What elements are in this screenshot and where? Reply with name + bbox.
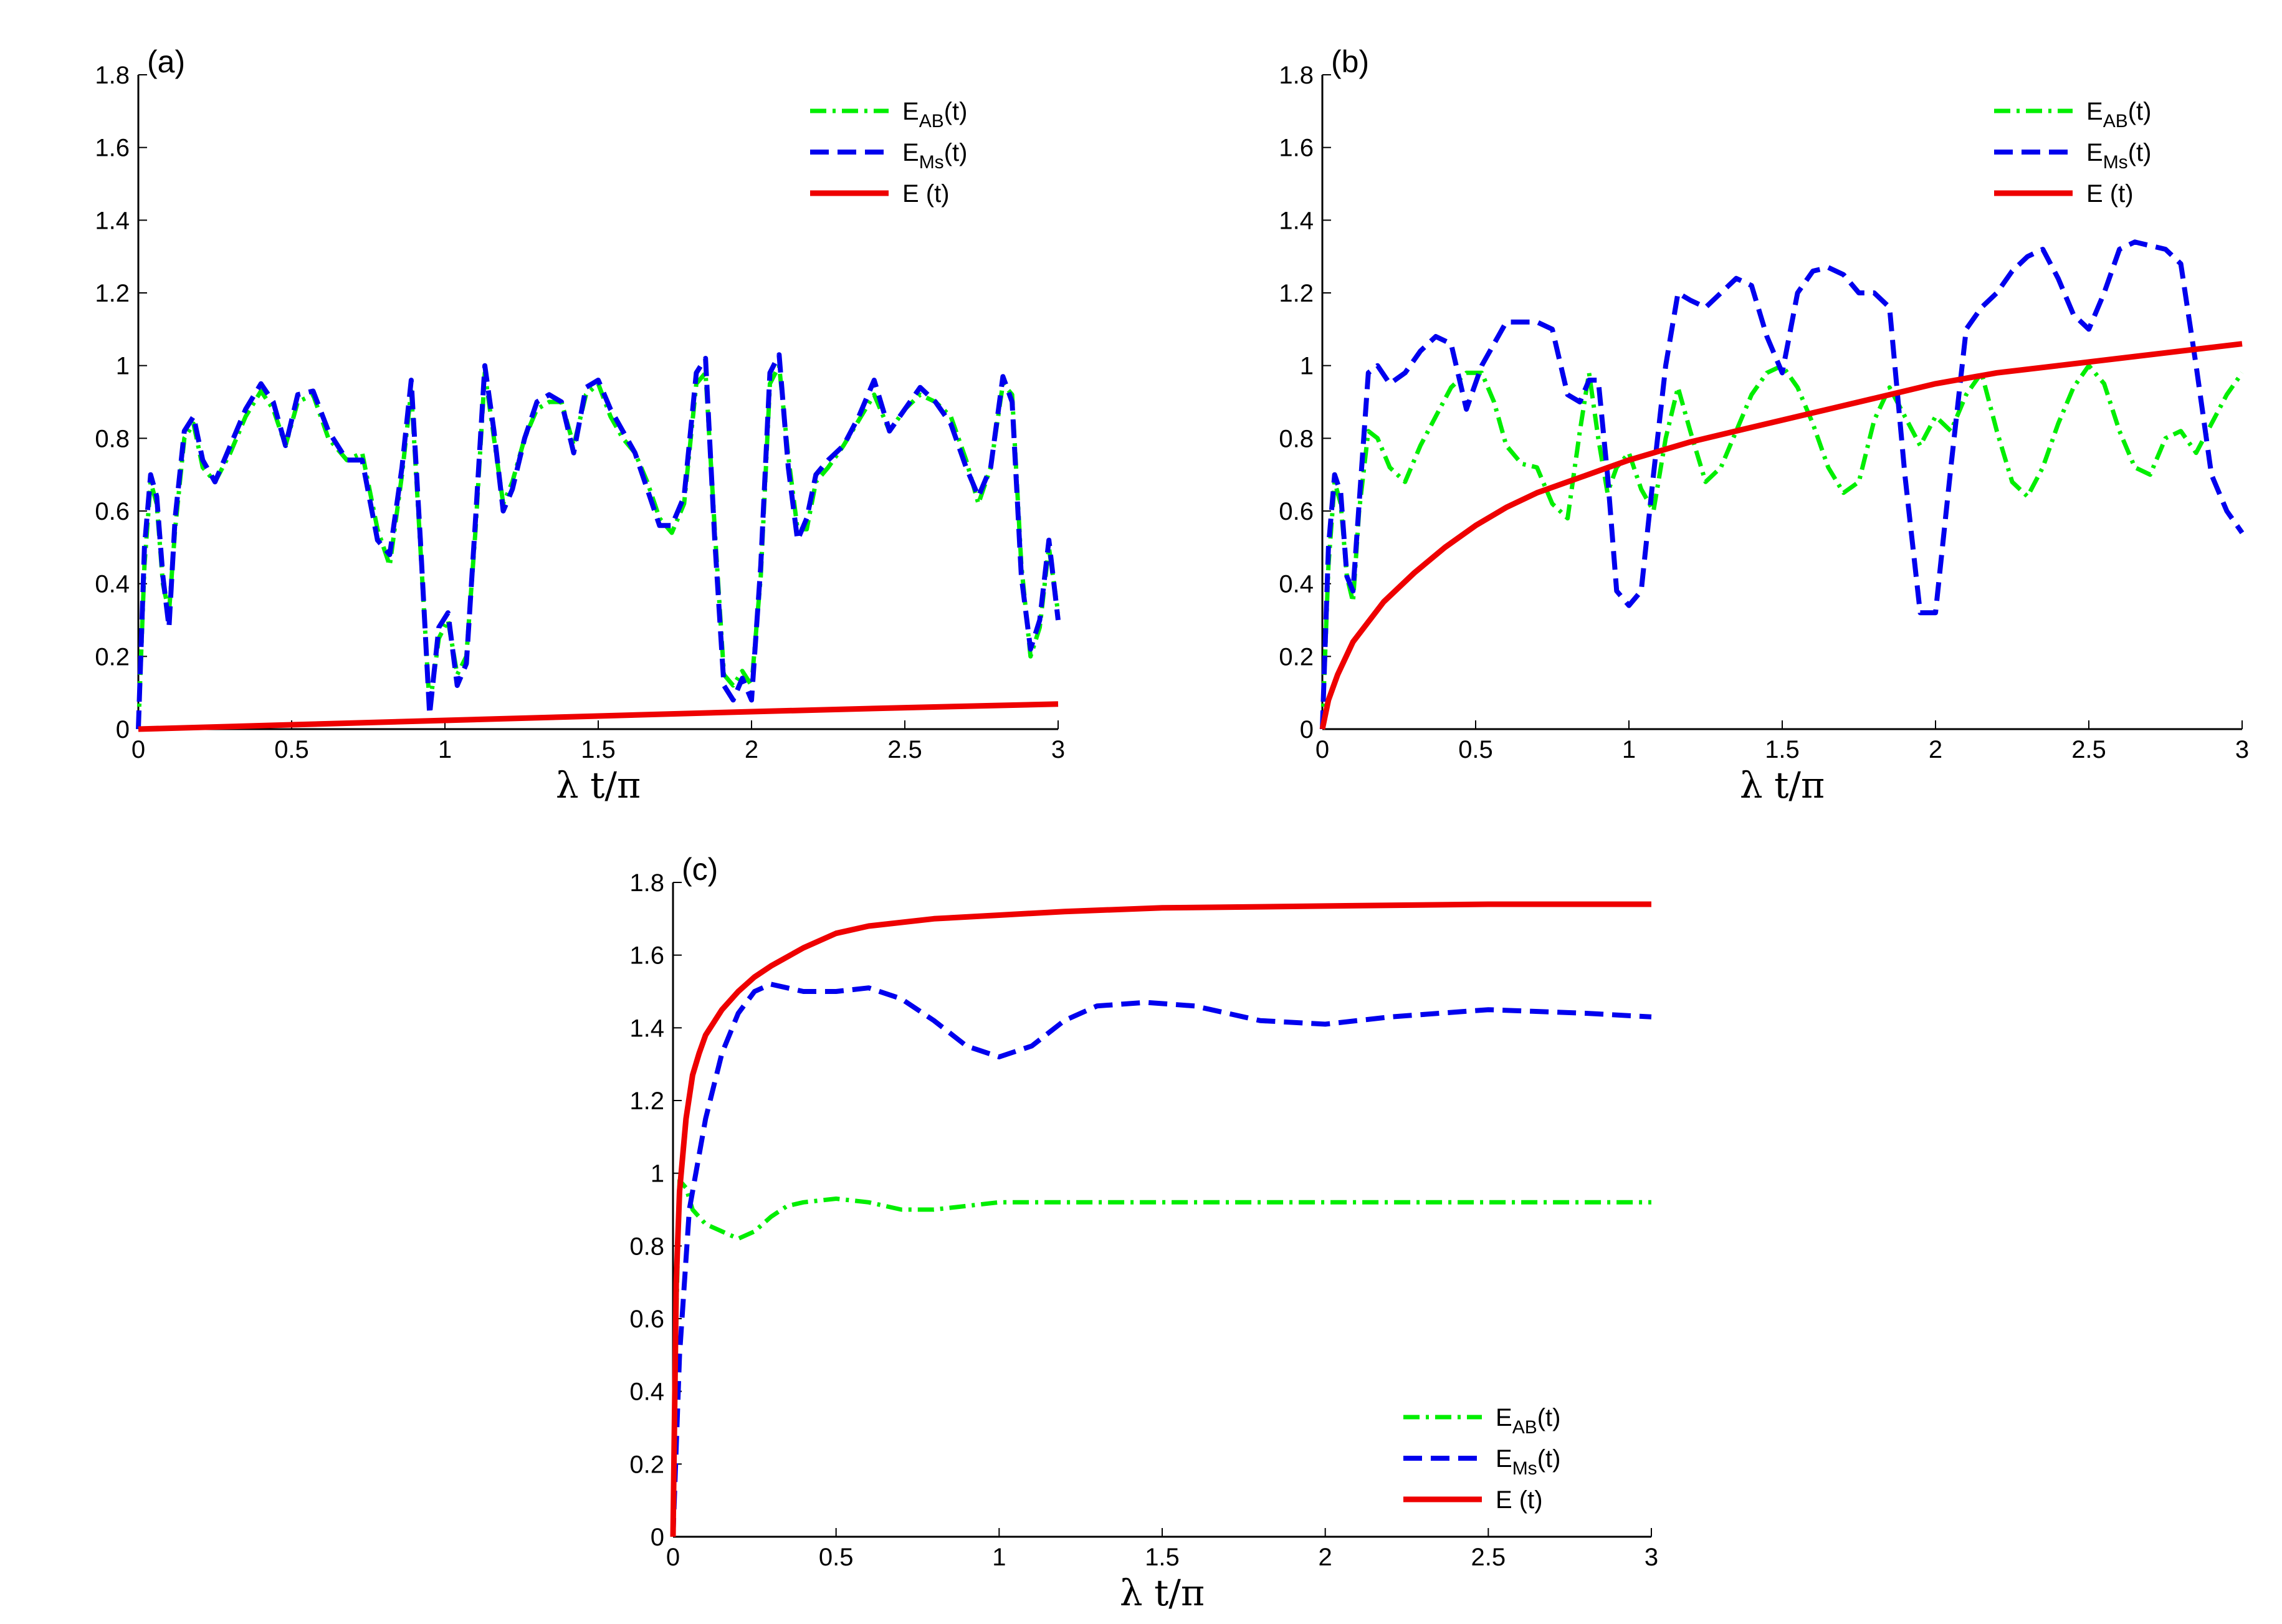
y-tick-label: 0 bbox=[651, 1524, 664, 1551]
y-tick-label: 0.6 bbox=[95, 498, 130, 525]
y-tick-label: 1.2 bbox=[95, 280, 130, 307]
panel-1: 0 0.5 1 1.5 2 2.5 3 0 0.2 0.4 0.6 0.8 1 1.2 1.4 1.6 1.8 λ… bbox=[1279, 44, 2249, 806]
y-tick-label: 1.2 bbox=[629, 1087, 664, 1115]
x-tick-label: 0.5 bbox=[819, 1544, 854, 1571]
x-tick-label: 2.5 bbox=[887, 736, 922, 763]
series-line-1 bbox=[1320, 239, 2245, 730]
series-line-0 bbox=[136, 363, 1061, 730]
series-line-0 bbox=[671, 1178, 1651, 1537]
y-tick-label: 0 bbox=[116, 716, 130, 743]
y-tick-label: 1.4 bbox=[629, 1015, 664, 1042]
x-tick-label: 0 bbox=[666, 1544, 680, 1571]
panel-0: 0 0.5 1 1.5 2 2.5 3 0 0.2 0.4 0.6 0.8 1 1.2 1.4 1.6 1.8 λ… bbox=[95, 44, 1065, 806]
x-tick-label: 1 bbox=[1622, 736, 1636, 763]
y-tick-label: 0 bbox=[1300, 716, 1314, 743]
series-line-1 bbox=[136, 352, 1061, 730]
x-tick-label: 3 bbox=[2235, 736, 2249, 763]
panel-label: (a) bbox=[147, 44, 185, 79]
x-tick-label: 2.5 bbox=[2071, 736, 2106, 763]
panel-2: 0 0.5 1 1.5 2 2.5 3 0 0.2 0.4 0.6 0.8 1 1.2 1.4 1.6 1.8 λ… bbox=[629, 852, 1658, 1614]
y-tick-label: 1.8 bbox=[629, 869, 664, 897]
y-tick-label: 1.6 bbox=[95, 135, 130, 162]
series-line-1 bbox=[671, 982, 1652, 1537]
y-tick-label: 1.4 bbox=[95, 207, 130, 234]
x-tick-label: 0 bbox=[1315, 736, 1329, 763]
y-tick-label: 0.4 bbox=[95, 571, 130, 598]
legend-entry: EMs(t) bbox=[902, 139, 967, 173]
legend-entry: EAB(t) bbox=[2086, 98, 2151, 131]
series-line-2 bbox=[670, 901, 1651, 1537]
x-axis-title: λ t/π bbox=[1740, 764, 1825, 806]
x-axis-title: λ t/π bbox=[1120, 1572, 1205, 1614]
legend-entry: E (t) bbox=[1496, 1486, 1543, 1514]
y-tick-label: 1.6 bbox=[629, 942, 664, 970]
x-tick-label: 1.5 bbox=[1145, 1544, 1180, 1571]
x-tick-label: 3 bbox=[1051, 736, 1065, 763]
x-tick-label: 0.5 bbox=[274, 736, 309, 763]
x-axis-title: λ t/π bbox=[556, 764, 641, 806]
y-tick-label: 1.8 bbox=[1279, 62, 1314, 89]
panel-label: (b) bbox=[1331, 44, 1369, 79]
panel-label: (c) bbox=[682, 852, 718, 887]
legend-entry: EMs(t) bbox=[1496, 1445, 1560, 1479]
x-tick-label: 1 bbox=[438, 736, 452, 763]
y-tick-label: 1 bbox=[116, 353, 130, 380]
y-tick-label: 1.8 bbox=[95, 62, 130, 89]
legend-entry: EMs(t) bbox=[2086, 139, 2151, 173]
y-tick-label: 1 bbox=[1300, 353, 1314, 380]
y-tick-label: 0.2 bbox=[95, 643, 130, 671]
x-tick-label: 2.5 bbox=[1471, 1544, 1506, 1571]
series-line-2 bbox=[138, 701, 1059, 732]
legend-entry: E (t) bbox=[902, 180, 950, 208]
y-tick-label: 1.4 bbox=[1279, 207, 1314, 234]
y-tick-label: 0.2 bbox=[1279, 643, 1314, 671]
x-tick-label: 2 bbox=[1319, 1544, 1332, 1571]
y-tick-label: 1 bbox=[651, 1160, 664, 1188]
y-tick-label: 0.4 bbox=[1279, 571, 1314, 598]
x-tick-label: 1 bbox=[992, 1544, 1006, 1571]
y-tick-label: 0.2 bbox=[629, 1451, 664, 1478]
y-tick-label: 0.6 bbox=[1279, 498, 1314, 525]
legend-entry: E (t) bbox=[2086, 180, 2134, 208]
legend-entry: EAB(t) bbox=[902, 98, 967, 131]
series-line-0 bbox=[1320, 363, 2244, 730]
x-tick-label: 1.5 bbox=[581, 736, 616, 763]
y-tick-label: 0.6 bbox=[629, 1306, 664, 1333]
x-tick-label: 3 bbox=[1645, 1544, 1658, 1571]
series-line-2 bbox=[1319, 341, 2243, 730]
y-tick-label: 0.8 bbox=[95, 425, 130, 452]
x-tick-label: 2 bbox=[1929, 736, 1942, 763]
y-tick-label: 1.2 bbox=[1279, 280, 1314, 307]
y-tick-label: 1.6 bbox=[1279, 135, 1314, 162]
x-tick-label: 1.5 bbox=[1765, 736, 1800, 763]
y-tick-label: 0.4 bbox=[629, 1378, 664, 1406]
x-tick-label: 0 bbox=[131, 736, 145, 763]
x-tick-label: 0.5 bbox=[1458, 736, 1493, 763]
legend-entry: EAB(t) bbox=[1496, 1404, 1560, 1438]
x-tick-label: 2 bbox=[745, 736, 758, 763]
y-tick-label: 0.8 bbox=[1279, 425, 1314, 452]
y-tick-label: 0.8 bbox=[629, 1233, 664, 1260]
